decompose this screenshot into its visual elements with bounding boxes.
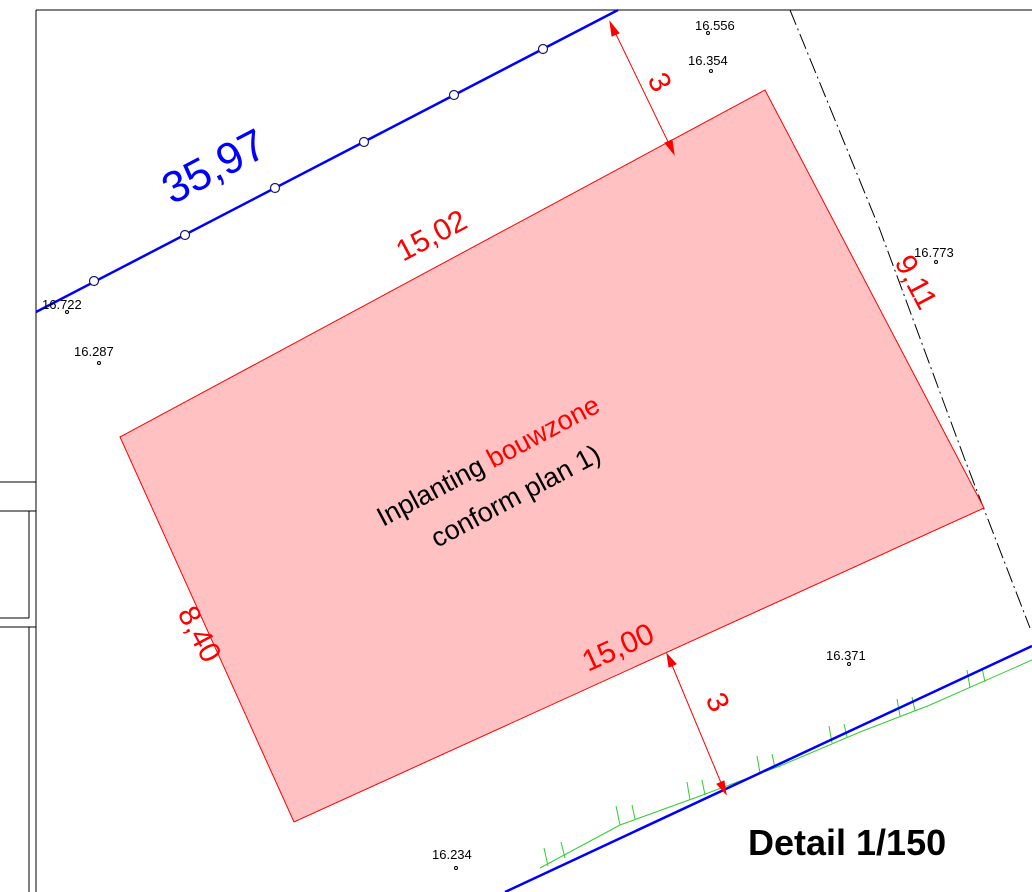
spot-height: 16.287 bbox=[74, 344, 114, 359]
boundary-marker bbox=[179, 229, 191, 241]
setback-arrows bbox=[609, 20, 727, 796]
scale-label: Detail 1/150 bbox=[748, 822, 946, 863]
boundary-marker bbox=[448, 89, 460, 101]
building-zone bbox=[119, 89, 985, 823]
side-boundary-line bbox=[789, 9, 1031, 629]
sheet-frame bbox=[0, 9, 1032, 892]
boundary-marker bbox=[537, 43, 549, 55]
rear-boundary bbox=[504, 644, 1032, 892]
boundary-marker bbox=[358, 136, 370, 148]
spot-height: 16.556 bbox=[695, 18, 735, 33]
front-boundary bbox=[35, 8, 619, 314]
boundary-marker bbox=[88, 275, 100, 287]
spot-heights: 16.556 16.354 16.773 16.722 16.287 16.37… bbox=[42, 18, 954, 870]
spot-height: 16.722 bbox=[42, 297, 82, 312]
setback-bottom-label: 3 bbox=[699, 688, 736, 717]
boundary-marker bbox=[269, 182, 281, 194]
setback-top-label: 3 bbox=[641, 68, 678, 97]
spot-height: 16.773 bbox=[914, 245, 954, 260]
spot-height: 16.354 bbox=[688, 53, 728, 68]
front-boundary-length: 35,97 bbox=[154, 120, 274, 214]
spot-height: 16.371 bbox=[826, 648, 866, 663]
spot-height: 16.234 bbox=[432, 847, 472, 862]
